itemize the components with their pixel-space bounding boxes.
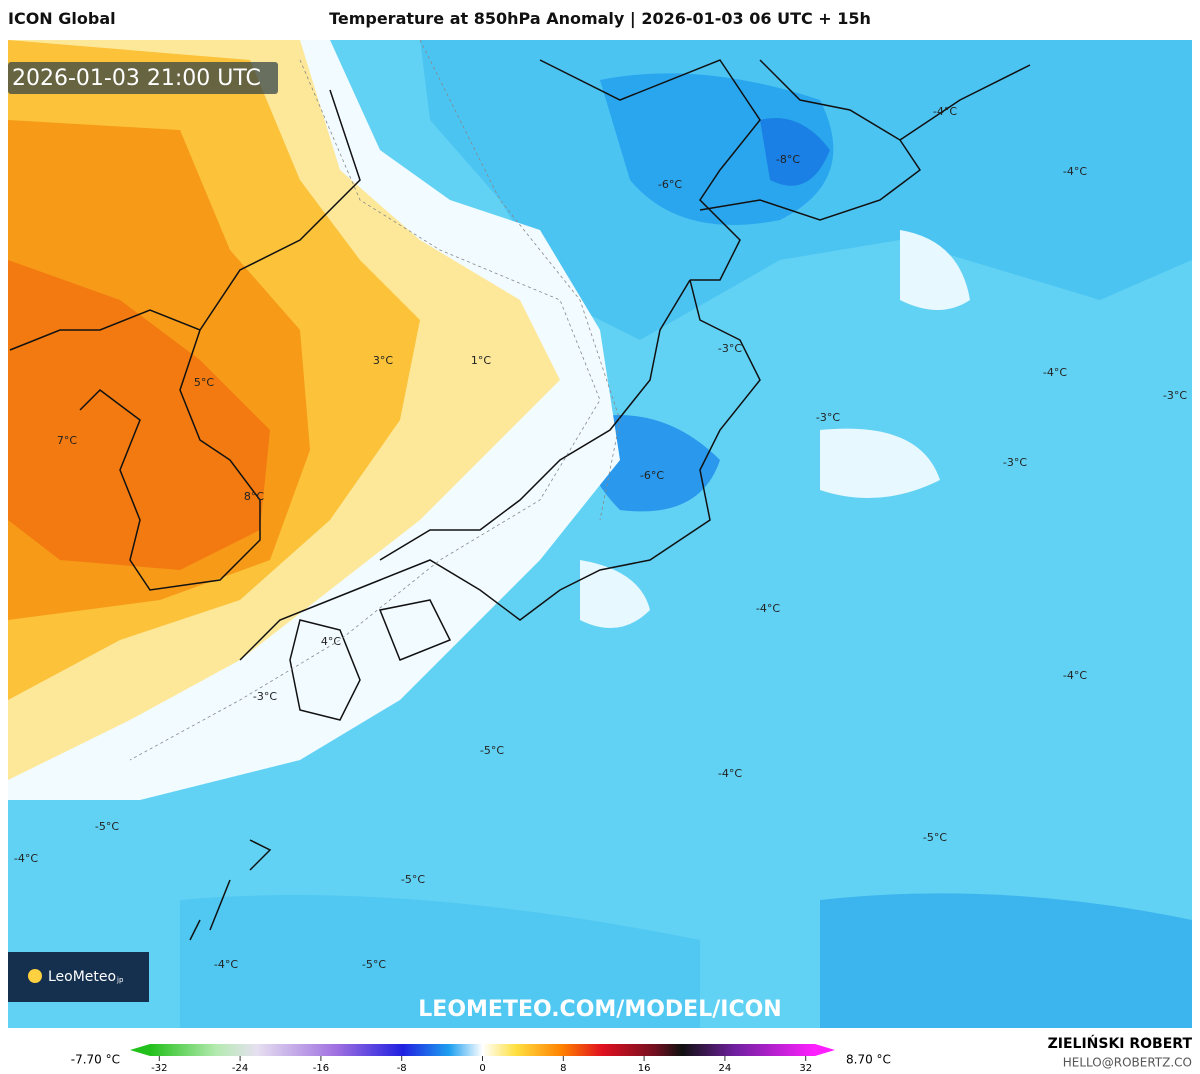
contour-label: -6°C — [658, 178, 682, 191]
colorbar-tick-label: 0 — [479, 1063, 485, 1074]
contour-label: -4°C — [933, 105, 957, 118]
email: HELLO@ROBERTZ.CO — [1063, 1056, 1192, 1070]
contour-label: 3°C — [373, 354, 393, 367]
contour-label: 5°C — [194, 376, 214, 389]
contour-label: -5°C — [923, 831, 947, 844]
logo-sun — [28, 969, 42, 983]
colorbar-max-arrow — [815, 1044, 835, 1056]
colorbar-min-arrow — [130, 1044, 150, 1056]
colorbar-min: -7.70 °C — [71, 1053, 120, 1067]
colorbar-tick-label: -32 — [151, 1063, 167, 1074]
watermark: LEOMETEO.COM/MODEL/ICON — [418, 997, 781, 1022]
contour-label: -3°C — [253, 690, 277, 703]
valid-time: 2026-01-03 21:00 UTC — [12, 66, 261, 91]
contour-label: 1°C — [471, 354, 491, 367]
contour-label: -3°C — [816, 411, 840, 424]
colorbar — [150, 1044, 815, 1056]
colorbar-tick-label: -8 — [397, 1063, 407, 1074]
contour-label: -5°C — [480, 744, 504, 757]
field — [8, 40, 1192, 1028]
contours — [129, 39, 621, 761]
contour-label: -4°C — [1063, 669, 1087, 682]
contour-label: -4°C — [756, 602, 780, 615]
contour-label: -4°C — [1063, 165, 1087, 178]
contour-label: -5°C — [401, 873, 425, 886]
contour-label: -8°C — [776, 153, 800, 166]
time-box — [8, 62, 278, 94]
model-name: ICON Global — [8, 9, 116, 28]
contour-label: -4°C — [1043, 366, 1067, 379]
map-title: Temperature at 850hPa Anomaly | 2026-01-… — [329, 9, 871, 28]
contour-label: -3°C — [718, 342, 742, 355]
logo-text: LeoMeteo — [48, 969, 116, 985]
contour-label: -3°C — [1163, 389, 1187, 402]
contour-label: -4°C — [214, 958, 238, 971]
colorbar-tick-label: 16 — [638, 1063, 651, 1074]
contour-label: -4°C — [14, 852, 38, 865]
colorbar-tick-label: 8 — [560, 1063, 566, 1074]
contour-label: -5°C — [95, 820, 119, 833]
contour-label: -4°C — [718, 767, 742, 780]
contour-label: 7°C — [57, 434, 77, 447]
colorbar-tick-label: -16 — [313, 1063, 329, 1074]
contour-label: -5°C — [362, 958, 386, 971]
contour-label: -3°C — [1003, 456, 1027, 469]
contour-label: -6°C — [640, 469, 664, 482]
contour-label: 8°C — [244, 490, 264, 503]
coastlines — [9, 59, 1031, 941]
colorbar-max: 8.70 °C — [846, 1053, 891, 1067]
colorbar-tick-label: 32 — [799, 1063, 812, 1074]
colorbar-tick-label: 24 — [719, 1063, 732, 1074]
author: ZIELIŃSKI ROBERT — [1048, 1034, 1193, 1052]
logo-suffix: jp — [116, 976, 124, 984]
contour-label: 4°C — [321, 635, 341, 648]
colorbar-tick-label: -24 — [232, 1063, 248, 1074]
